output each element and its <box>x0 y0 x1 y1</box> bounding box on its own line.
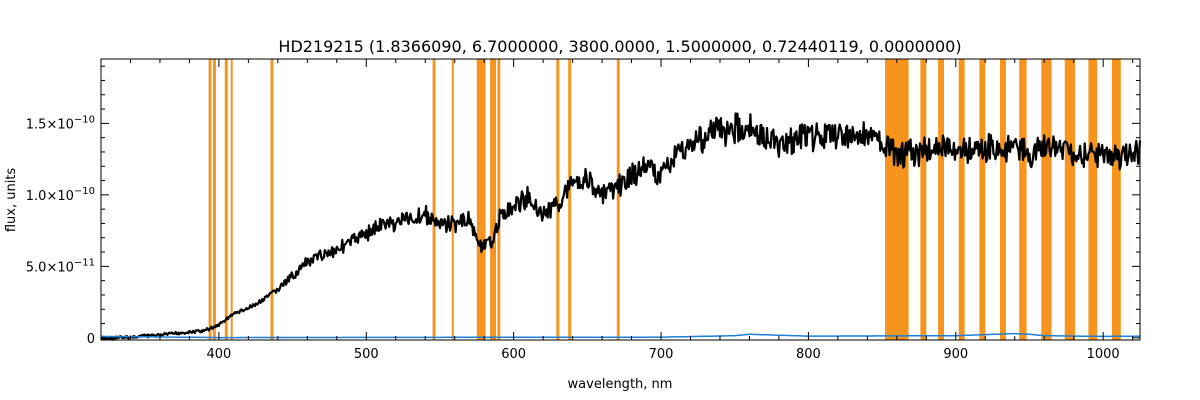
y-axis: 0 5.0×10−11 1.0×10−10 1.5×10−10 <box>26 65 1140 347</box>
x-tick-label: 800 <box>796 347 821 362</box>
x-tick-label: 400 <box>206 347 231 362</box>
masked-band <box>432 59 436 340</box>
masked-bands <box>208 59 1121 340</box>
x-tick-label: 700 <box>649 347 674 362</box>
series-group <box>100 112 1142 341</box>
x-tick-label: 500 <box>354 347 379 362</box>
masked-band <box>938 59 944 340</box>
error-line <box>101 332 1140 339</box>
masked-band <box>958 59 965 340</box>
x-tick-label: 1000 <box>1087 347 1120 362</box>
masked-band <box>476 59 486 340</box>
masked-band <box>230 59 233 340</box>
x-tick-label: 900 <box>943 347 968 362</box>
masked-band <box>556 59 560 340</box>
y-tick-label: 1.0×10−10 <box>26 186 95 204</box>
masked-band <box>885 59 909 340</box>
y-axis-label: flux, units <box>4 168 19 233</box>
spectrum-line <box>100 112 1142 341</box>
masked-band <box>208 59 212 340</box>
masked-band <box>1064 59 1076 340</box>
masked-band <box>979 59 986 340</box>
masked-band <box>1041 59 1052 340</box>
masked-band <box>270 59 274 340</box>
y-tick-label: 1.5×10−10 <box>26 114 95 132</box>
masked-band <box>451 59 454 340</box>
masked-band <box>920 59 927 340</box>
masked-band <box>1112 59 1121 340</box>
y-tick-label: 5.0×10−11 <box>26 257 95 275</box>
masked-band <box>490 59 496 340</box>
masked-band <box>213 59 216 340</box>
chart-title: HD219215 (1.8366090, 6.7000000, 3800.000… <box>278 37 961 56</box>
x-axis: 400 500 600 700 800 900 1000 <box>129 59 1134 362</box>
masked-band <box>1019 59 1027 340</box>
masked-band <box>224 59 228 340</box>
x-axis-label: wavelength, nm <box>568 377 673 392</box>
x-tick-label: 600 <box>501 347 526 362</box>
masked-band <box>1088 59 1098 340</box>
y-tick-label: 0 <box>87 332 95 347</box>
masked-band <box>616 59 620 340</box>
plot-frame <box>100 58 1141 341</box>
masked-band <box>568 59 572 340</box>
masked-band <box>497 59 501 340</box>
masked-band <box>1000 59 1006 340</box>
